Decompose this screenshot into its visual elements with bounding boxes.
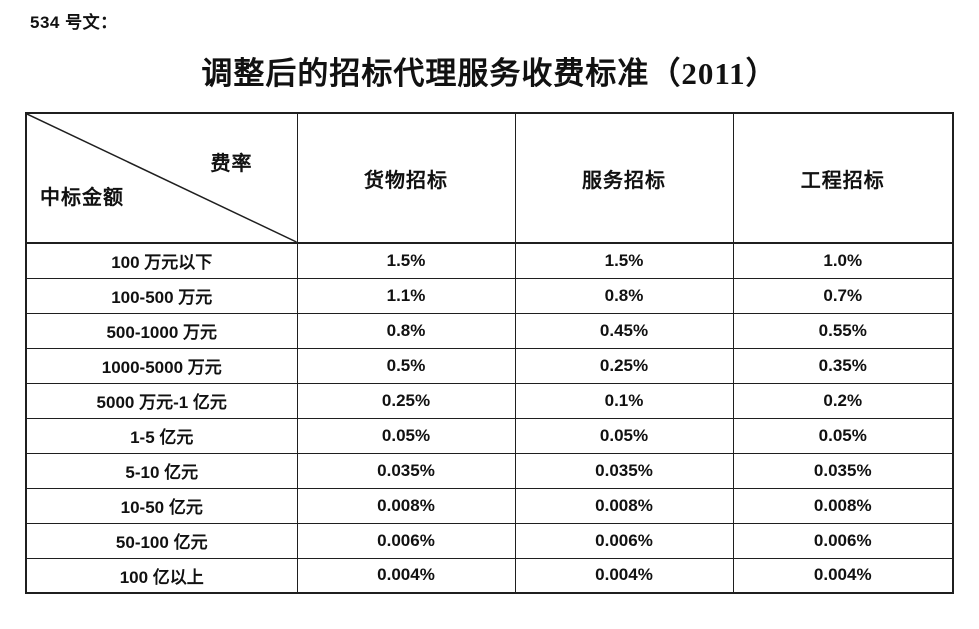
- table-row: 1000-5000 万元 0.5% 0.25% 0.35%: [25, 347, 954, 384]
- row-label-bid-amount-range: 500-1000 万元: [25, 312, 298, 349]
- corner-label-bid-amount: 中标金额: [40, 187, 124, 209]
- fee-standard-table: 费率 中标金额 货物招标 服务招标 工程招标 100 万元以下 1.5% 1.5% 1…: [25, 112, 954, 594]
- rate-cell: 0.05%: [514, 417, 734, 454]
- row-label-bid-amount-range: 1-5 亿元: [25, 417, 298, 454]
- rate-cell: 0.035%: [514, 452, 734, 489]
- table-body: 100 万元以下 1.5% 1.5% 1.0% 100-500 万元 1.1% 0.8% 0.…: [25, 242, 954, 594]
- rate-cell: 0.004%: [514, 557, 734, 594]
- row-label-bid-amount-range: 10-50 亿元: [25, 487, 298, 524]
- rate-cell: 0.006%: [732, 522, 954, 559]
- column-header-service-bidding: 服务招标: [514, 112, 734, 244]
- table-row: 1-5 亿元 0.05% 0.05% 0.05%: [25, 417, 954, 454]
- row-label-bid-amount-range: 100 亿以上: [25, 557, 298, 594]
- table-row: 500-1000 万元 0.8% 0.45% 0.55%: [25, 312, 954, 349]
- row-label-bid-amount-range: 5000 万元-1 亿元: [25, 382, 298, 419]
- rate-cell: 0.1%: [514, 382, 734, 419]
- rate-cell: 1.1%: [296, 277, 516, 314]
- rate-cell: 0.008%: [732, 487, 954, 524]
- rate-cell: 1.0%: [732, 242, 954, 279]
- column-header-engineering-bidding: 工程招标: [732, 112, 954, 244]
- table-row: 10-50 亿元 0.008% 0.008% 0.008%: [25, 487, 954, 524]
- rate-cell: 0.7%: [732, 277, 954, 314]
- rate-cell: 0.45%: [514, 312, 734, 349]
- table-row: 5-10 亿元 0.035% 0.035% 0.035%: [25, 452, 954, 489]
- table-row: 100-500 万元 1.1% 0.8% 0.7%: [25, 277, 954, 314]
- rate-cell: 0.05%: [732, 417, 954, 454]
- table-row: 100 亿以上 0.004% 0.004% 0.004%: [25, 557, 954, 594]
- row-label-bid-amount-range: 100-500 万元: [25, 277, 298, 314]
- rate-cell: 0.05%: [296, 417, 516, 454]
- rate-cell: 0.035%: [296, 452, 516, 489]
- diagonal-line: [27, 114, 297, 242]
- rate-cell: 0.2%: [732, 382, 954, 419]
- corner-wrap: 费率 中标金额: [27, 114, 297, 242]
- corner-label-rate: 费率: [210, 153, 253, 175]
- rate-cell: 0.008%: [514, 487, 734, 524]
- rate-cell: 0.006%: [296, 522, 516, 559]
- column-header-goods-bidding: 货物招标: [296, 112, 516, 244]
- row-label-bid-amount-range: 50-100 亿元: [25, 522, 298, 559]
- rate-cell: 0.8%: [296, 312, 516, 349]
- doc-number-label: 534 号文：: [30, 13, 118, 32]
- rate-cell: 0.25%: [514, 347, 734, 384]
- rate-cell: 0.004%: [296, 557, 516, 594]
- row-label-bid-amount-range: 100 万元以下: [25, 242, 298, 279]
- rate-cell: 0.004%: [732, 557, 954, 594]
- table-row: 5000 万元-1 亿元 0.25% 0.1% 0.2%: [25, 382, 954, 419]
- corner-header-cell: 费率 中标金额: [25, 112, 298, 244]
- page-title: 调整后的招标代理服务收费标准（2011）: [201, 56, 778, 91]
- row-label-bid-amount-range: 1000-5000 万元: [25, 347, 298, 384]
- table-row: 50-100 亿元 0.006% 0.006% 0.006%: [25, 522, 954, 559]
- rate-cell: 0.5%: [296, 347, 516, 384]
- table-row: 100 万元以下 1.5% 1.5% 1.0%: [25, 242, 954, 279]
- table-header-row: 费率 中标金额 货物招标 服务招标 工程招标: [25, 112, 954, 244]
- rate-cell: 0.035%: [732, 452, 954, 489]
- rate-cell: 0.8%: [514, 277, 734, 314]
- rate-cell: 0.25%: [296, 382, 516, 419]
- rate-cell: 0.35%: [732, 347, 954, 384]
- rate-cell: 1.5%: [514, 242, 734, 279]
- rate-cell: 0.008%: [296, 487, 516, 524]
- rate-cell: 0.55%: [732, 312, 954, 349]
- rate-cell: 0.006%: [514, 522, 734, 559]
- rate-cell: 1.5%: [296, 242, 516, 279]
- row-label-bid-amount-range: 5-10 亿元: [25, 452, 298, 489]
